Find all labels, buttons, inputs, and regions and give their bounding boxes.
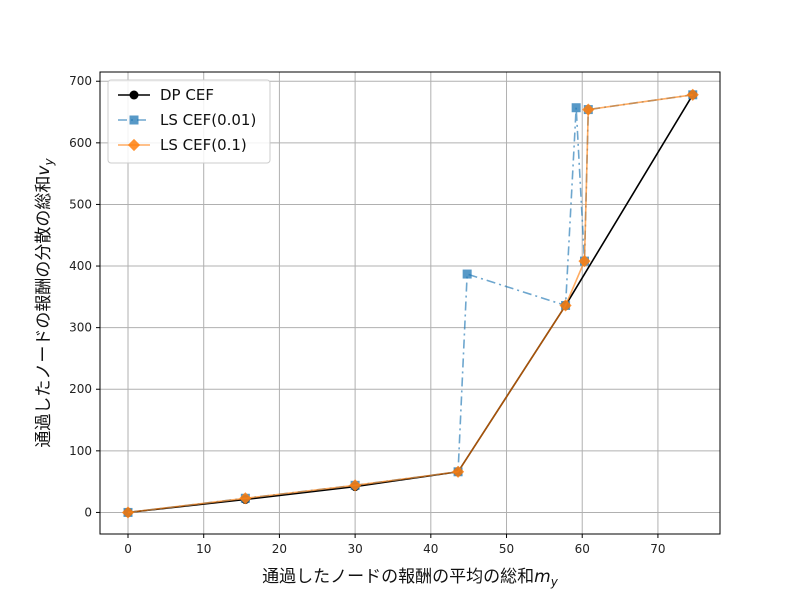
legend-marker — [129, 90, 139, 100]
data-point — [451, 465, 465, 478]
legend-box — [107, 79, 271, 164]
x-axis: 0 10 20 30 40 50 60 70 — [124, 534, 666, 556]
y-tick-label: 0 — [84, 505, 92, 519]
legend-entry: LS CEF(0.1) — [118, 136, 247, 154]
data-point — [559, 299, 572, 312]
y-tick-label: 600 — [69, 136, 92, 150]
x-tick-label: 30 — [347, 542, 362, 556]
data-point — [462, 269, 472, 279]
series-line — [127, 93, 693, 514]
data-point — [571, 103, 581, 113]
x-tick-label: 70 — [650, 542, 665, 556]
legend-marker — [127, 138, 141, 152]
x-tick-label: 0 — [124, 542, 132, 556]
x-tick-label: 50 — [499, 542, 514, 556]
data-point — [582, 103, 595, 116]
x-tick-label: 10 — [196, 542, 211, 556]
series-3 — [121, 88, 699, 519]
legend-label: LS CEF(0.01) — [160, 111, 256, 129]
x-axis-label: 通過したノードの報酬の平均の総和my — [262, 567, 559, 589]
y-axis: 0 100 200 300 400 500 600 700 — [69, 74, 100, 519]
y-tick-label: 100 — [69, 444, 92, 458]
series-layer — [121, 88, 699, 519]
data-point — [121, 506, 135, 519]
y-tick-label: 400 — [69, 259, 92, 273]
legend-entry: DP CEF — [118, 86, 214, 104]
y-tick-label: 700 — [69, 74, 92, 88]
plot-frame — [99, 71, 721, 535]
x-tick-label: 60 — [575, 542, 590, 556]
grid — [100, 72, 720, 534]
legend-entry: LS CEF(0.01) — [118, 111, 256, 129]
legend: DP CEF LS CEF(0.01) LS CEF(0.1) — [107, 79, 271, 164]
data-point — [349, 479, 362, 492]
y-tick-label: 300 — [69, 321, 92, 335]
x-tick-label: 40 — [423, 542, 438, 556]
legend-label: DP CEF — [160, 86, 214, 104]
data-point — [686, 88, 699, 101]
data-point — [578, 255, 591, 268]
y-tick-label: 200 — [69, 382, 92, 396]
legend-marker — [129, 115, 139, 125]
x-tick-label: 20 — [272, 542, 287, 556]
y-tick-label: 500 — [69, 197, 92, 211]
data-point — [239, 492, 252, 505]
y-axis-label: 通過したノードの報酬の分散の総和vy — [34, 158, 56, 448]
legend-label: LS CEF(0.1) — [160, 136, 247, 154]
